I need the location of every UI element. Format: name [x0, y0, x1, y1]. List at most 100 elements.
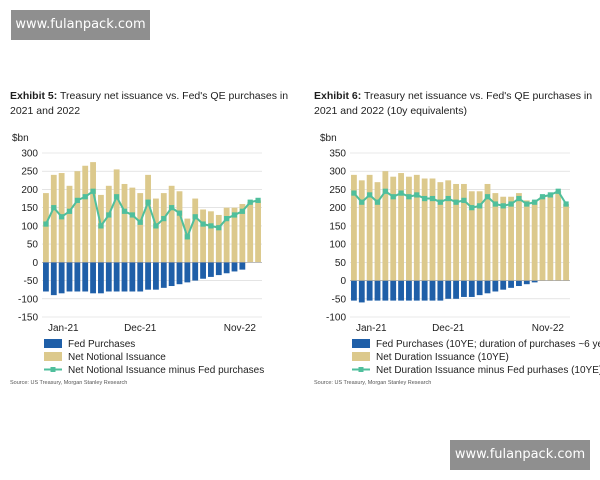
issuance-bar [351, 174, 357, 281]
net-series-marker [66, 208, 73, 214]
net-series-marker [224, 216, 230, 222]
issuance-bar [200, 209, 206, 263]
issuance-bar [500, 196, 507, 281]
fed-purchase-bar [215, 262, 222, 276]
fed-purchase-bar [160, 262, 167, 288]
issuance-bar [82, 165, 89, 263]
fed-purchase-bar [390, 280, 397, 301]
fed-purchase-bar [145, 262, 151, 290]
issuance-bar [453, 183, 459, 281]
fed-purchase-bar [121, 262, 128, 292]
exhibit-6-title: Exhibit 6: Treasury net issuance vs. Fed… [314, 89, 599, 119]
issuance-bar [390, 176, 397, 281]
exhibit-6-heading: Exhibit 6: Treasury net issuance vs. Fed… [314, 89, 599, 119]
net-series-marker [382, 188, 388, 194]
fed-purchase-bar [516, 280, 522, 287]
y-tick-label: 350 [329, 149, 346, 160]
fed-purchase-bar [382, 280, 389, 301]
fed-purchase-bar [200, 262, 206, 279]
x-tick-label: Nov-22 [224, 323, 257, 334]
issuance-bar [247, 202, 254, 263]
issuance-bar [461, 183, 467, 281]
fed-purchase-bar [50, 262, 57, 296]
net-series-marker [137, 219, 143, 225]
y-tick-label: -100 [18, 294, 38, 305]
y-tick-label: 250 [329, 185, 346, 196]
net-series-marker [351, 190, 357, 196]
issuance-bar [358, 180, 365, 281]
net-series-marker [374, 199, 381, 205]
net-series-marker [169, 205, 175, 211]
x-tick-label: Dec-21 [432, 323, 465, 334]
y-tick-label: 50 [27, 240, 39, 251]
issuance-bar [231, 207, 238, 263]
y-tick-label: -100 [326, 313, 346, 324]
fed-purchase-bar [351, 280, 357, 301]
net-series-marker [563, 201, 569, 207]
fed-purchase-bar [374, 280, 381, 301]
issuance-bar [43, 193, 49, 263]
fed-purchase-bar [153, 262, 159, 290]
issuance-bar [184, 218, 191, 263]
net-series-marker [90, 188, 96, 194]
net-series-marker [390, 194, 396, 200]
issuance-bar [192, 198, 199, 263]
legend-label-fed: Fed Purchases [68, 339, 135, 350]
issuance-bar [137, 193, 144, 263]
issuance-bar [374, 182, 381, 281]
issuance-bar [239, 204, 246, 263]
issuance-bar [382, 171, 389, 281]
fed-purchase-bar [98, 262, 104, 294]
fed-purchase-bar [231, 262, 238, 272]
net-series-marker [547, 192, 553, 198]
y-tick-label: 250 [21, 167, 38, 178]
issuance-bar [484, 183, 491, 281]
y-tick-label: 150 [329, 221, 346, 232]
y-tick-label: 0 [340, 276, 346, 287]
fed-purchase-bar [208, 262, 214, 277]
issuance-bar [66, 185, 73, 263]
net-series-marker [145, 199, 151, 205]
issuance-bar [160, 193, 167, 263]
exhibit-6-title-text: Treasury net issuance vs. Fed's QE purch… [314, 90, 593, 117]
issuance-bar [531, 200, 538, 281]
issuance-bar [437, 182, 444, 281]
x-tick-label: Dec-21 [124, 323, 157, 334]
exhibit-5-title: Exhibit 5: Treasury net issuance vs. Fed… [10, 89, 295, 119]
exhibit-6-label: Exhibit 6: [314, 90, 362, 102]
issuance-bar [421, 178, 428, 281]
fed-purchase-bar [223, 262, 230, 274]
issuance-bar [555, 191, 562, 281]
issuance-bar [523, 200, 530, 281]
exhibit-5-source: Source: US Treasury, Morgan Stanley Rese… [10, 380, 128, 386]
fed-purchase-bar [58, 262, 65, 294]
issuance-bar [176, 191, 183, 263]
net-series-marker [239, 208, 245, 214]
issuance-bar [215, 214, 222, 263]
fed-purchase-bar [129, 262, 136, 292]
fed-purchase-bar [90, 262, 96, 294]
net-series-marker [555, 188, 561, 194]
net-series-marker [516, 195, 522, 202]
y-tick-label: -50 [24, 276, 39, 287]
fed-purchase-bar [421, 280, 428, 301]
issuance-bar [129, 187, 136, 263]
net-series-marker [106, 212, 112, 218]
net-series-marker [484, 194, 491, 200]
net-series-marker [153, 223, 159, 229]
fed-purchase-bar [358, 280, 365, 303]
exhibit-5-title-text: Treasury net issuance vs. Fed's QE purch… [10, 90, 289, 117]
issuance-bar [492, 193, 499, 281]
x-tick-label: Nov-22 [532, 323, 565, 334]
fed-purchase-bar [113, 262, 120, 292]
net-series-marker [176, 210, 183, 216]
net-series-marker [398, 190, 404, 196]
fed-purchase-bar [137, 262, 144, 292]
net-series-marker [524, 201, 530, 207]
issuance-bar [539, 196, 546, 281]
issuance-bar [255, 200, 261, 263]
net-series-marker [247, 199, 253, 205]
net-series-marker [129, 212, 135, 218]
net-series-marker [500, 203, 506, 209]
net-series-marker [532, 199, 538, 205]
